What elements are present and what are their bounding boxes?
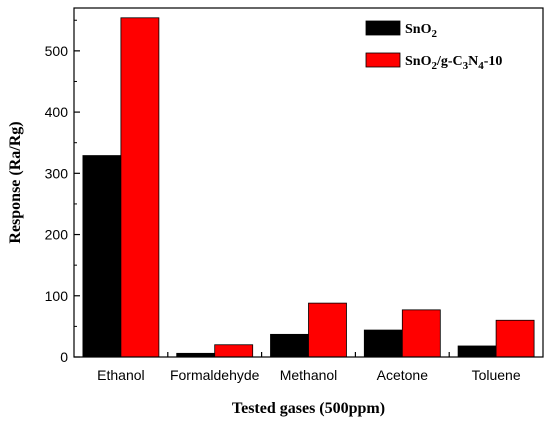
y-tick-label: 0 — [60, 349, 68, 365]
y-tick-label: 300 — [45, 165, 69, 181]
bar-sno2-toluene — [457, 345, 497, 358]
bar-sno2-g-c3n4-10-acetone — [401, 309, 441, 358]
bar-sno2-g-c3n4-10-formaldehyde — [214, 344, 254, 358]
y-tick-label: 100 — [45, 288, 69, 304]
bar-sno2-g-c3n4-10-methanol — [308, 302, 347, 358]
x-tick-label: Ethanol — [97, 367, 144, 383]
legend-swatch — [365, 52, 401, 68]
bars-layer — [82, 17, 535, 358]
legend-label: SnO2 — [405, 22, 437, 40]
plot-frame — [73, 7, 544, 358]
y-axis-title: Response (Ra/Rg) — [7, 121, 24, 243]
x-axis-title: Tested gases (500ppm) — [232, 400, 385, 417]
y-axis: 0 100 200 300 400 500 — [45, 19, 80, 365]
y-tick-label: 500 — [45, 43, 69, 59]
bar-sno2-ethanol — [82, 155, 122, 358]
x-axis: Ethanol Formaldehyde Methanol Acetone Toluen… — [97, 352, 521, 383]
bar-sno2-acetone — [363, 329, 403, 358]
x-tick-label: Acetone — [377, 367, 429, 383]
bar-sno2-methanol — [270, 333, 309, 358]
x-tick-label: Methanol — [280, 367, 338, 383]
y-tick-label: 400 — [45, 104, 69, 120]
bar-sno2-g-c3n4-10-toluene — [495, 319, 535, 358]
legend-label: SnO2/g-C3N4-10 — [405, 54, 502, 72]
legend: SnO2 SnO2/g-C3N4-10 — [365, 20, 502, 72]
bar-sno2-g-c3n4-10-ethanol — [120, 17, 160, 358]
legend-swatch — [365, 20, 401, 36]
x-tick-label: Toluene — [472, 367, 521, 383]
y-tick-label: 200 — [45, 227, 69, 243]
x-tick-label: Formaldehyde — [170, 367, 260, 383]
